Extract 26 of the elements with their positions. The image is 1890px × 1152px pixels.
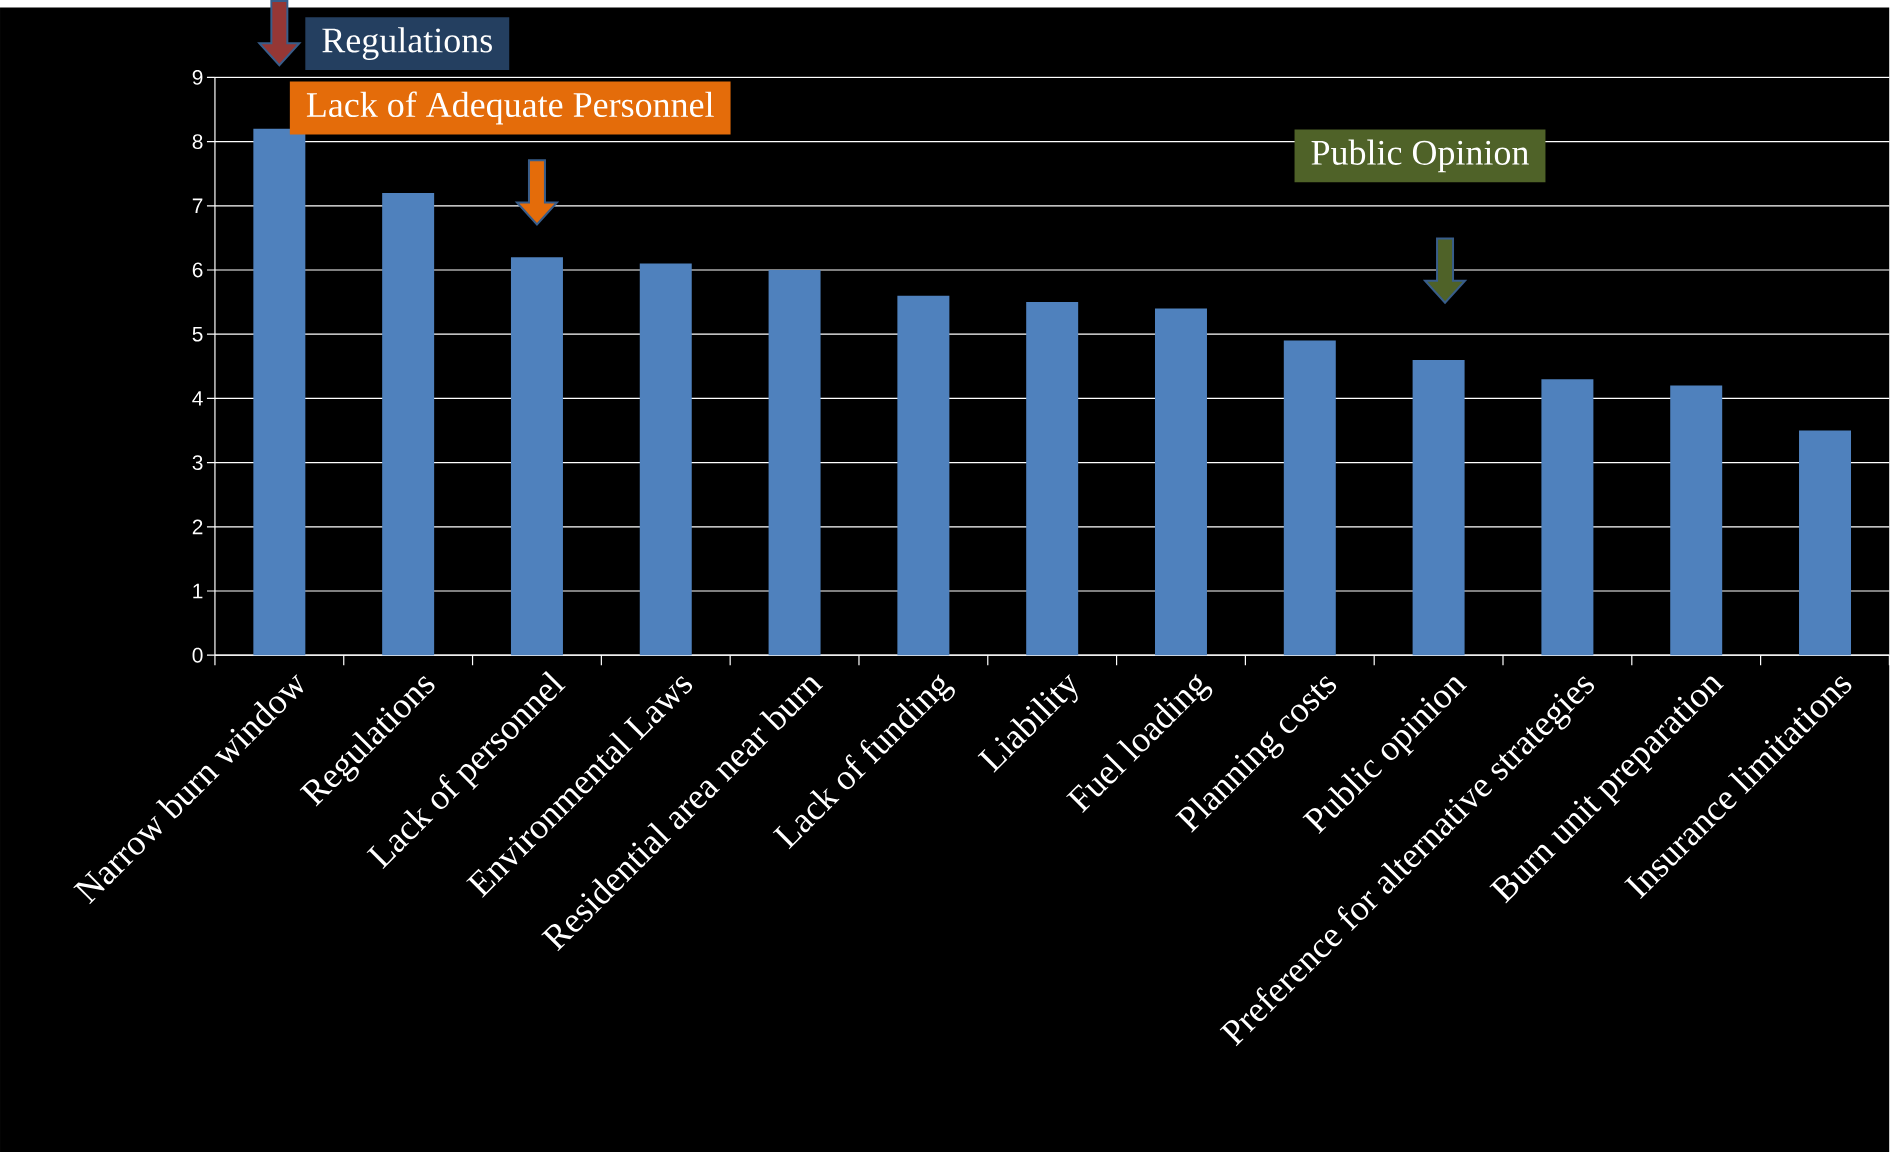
bar (897, 295, 950, 656)
y-tick-label: 9 (192, 69, 203, 85)
y-tick-label: 7 (192, 198, 203, 213)
bar (1412, 359, 1465, 656)
y-tick-label: 2 (192, 519, 203, 535)
bar (639, 263, 692, 656)
y-tick-label: 5 (192, 326, 203, 342)
y-tick-label: 0 (192, 647, 203, 663)
y-tick-label: 6 (192, 262, 203, 278)
bar (382, 192, 435, 656)
bar (1799, 430, 1852, 656)
bar (510, 257, 563, 656)
bar (768, 269, 821, 656)
bar (253, 128, 306, 656)
annotation: Public Opinion (1311, 139, 1529, 173)
bar (1670, 385, 1723, 656)
y-tick-label: 3 (192, 455, 203, 471)
text: Regulations (322, 27, 492, 60)
bar (1154, 308, 1207, 656)
y-tick-label: 1 (193, 583, 203, 599)
bar (1541, 379, 1594, 656)
bar (1026, 302, 1079, 656)
y-tick-label: 8 (192, 134, 203, 150)
bar (1283, 340, 1336, 656)
y-tick-label: 4 (192, 391, 203, 406)
annotation: Lack of Adequate Personnel (306, 91, 714, 125)
